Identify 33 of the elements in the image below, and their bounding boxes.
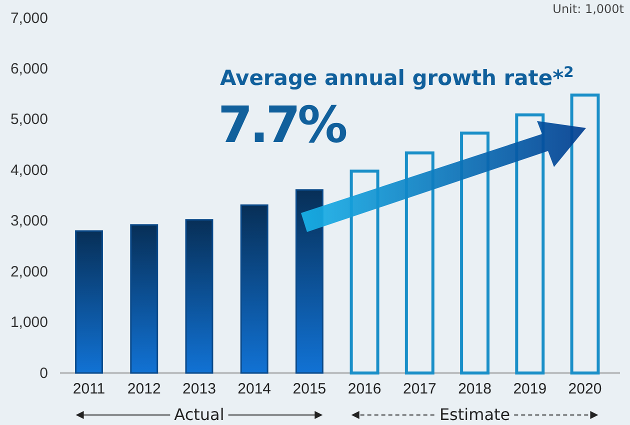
y-tick-label: 5,000 [10, 111, 48, 128]
bar [404, 151, 434, 374]
y-tick-label: 0 [40, 364, 48, 382]
x-tick-label: 2020 [568, 380, 602, 398]
annotation: Average annual growth rate*$^{2}$ [220, 64, 574, 90]
y-tick-label: 3,000 [10, 212, 48, 230]
x-tick-label: 2013 [182, 380, 216, 398]
bar [185, 219, 214, 374]
x-tick-label: 2014 [238, 380, 272, 398]
text: Actual [174, 405, 224, 424]
y-tick-label: 6,000 [10, 60, 48, 78]
bar [350, 170, 380, 374]
x-tick-label: 2016 [348, 380, 382, 398]
x-tick-label: 2011 [72, 380, 106, 398]
x-tick-label: 2017 [402, 380, 436, 398]
y-tick-label: 2,000 [10, 263, 48, 280]
x-tick-label: 2018 [458, 380, 492, 398]
bar [515, 113, 545, 374]
text: Unit: 1,000t [552, 2, 624, 16]
y-tick-label: 7,000 [10, 10, 48, 27]
bar [295, 189, 324, 374]
bar [130, 224, 158, 374]
x-tick-label: 2019 [513, 380, 547, 398]
x-tick-label: 2012 [127, 380, 161, 398]
bar [240, 204, 268, 374]
bar [570, 94, 600, 374]
bar [460, 132, 490, 374]
y-tick-label: 1,000 [10, 314, 48, 332]
annotation: 7.7% [218, 96, 347, 154]
x-tick-label: 2015 [292, 380, 326, 398]
y-tick-label: 4,000 [10, 162, 48, 179]
text: Estimate [439, 405, 510, 424]
bar [75, 230, 103, 374]
